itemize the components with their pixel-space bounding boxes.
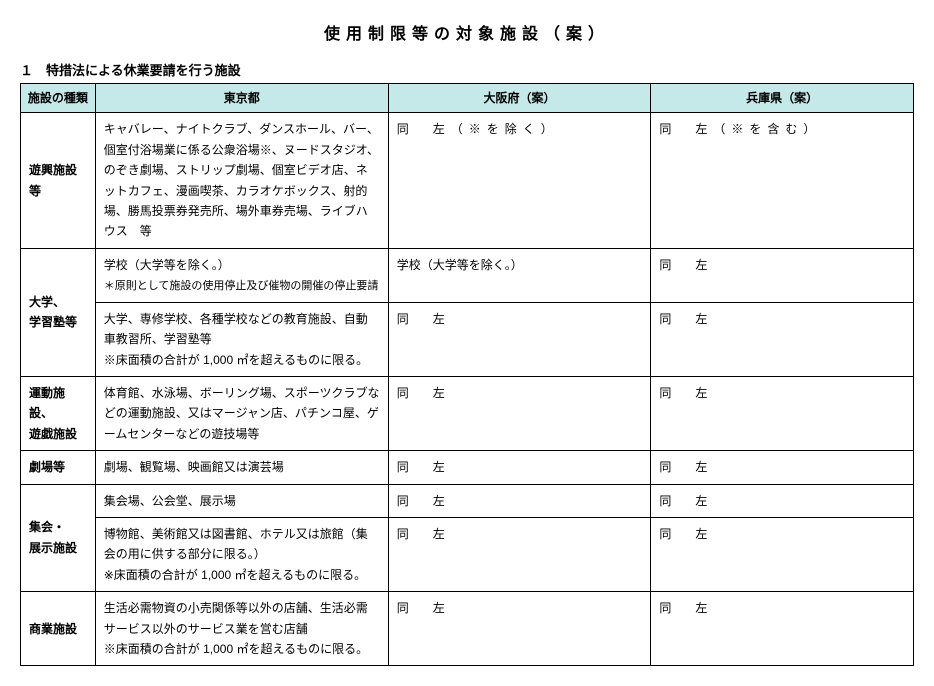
cell-note: ＊原則として施設の使用停止及び催物の開催の停止要請: [104, 280, 379, 292]
row-type: 劇場等: [21, 451, 96, 484]
cell-tokyo: 生活必需物資の小売関係等以外の店舗、生活必需サービス以外のサービス業を営む店舗※…: [95, 592, 388, 666]
col-header-type: 施設の種類: [21, 84, 96, 113]
table-row: 運動施設、遊戯施設体育館、水泳場、ボーリング場、スポーツクラブなどの運動施設、又…: [21, 376, 914, 450]
row-type: 遊興施設等: [21, 113, 96, 248]
cell-hyogo: 同 左: [651, 376, 914, 450]
row-type: 大学、学習塾等: [21, 248, 96, 376]
table-row: 博物館、美術館又は図書館、ホテル又は旅館（集会の用に供する部分に限る。）※床面積…: [21, 517, 914, 591]
cell-hyogo: 同 左: [651, 302, 914, 376]
cell-tokyo: 大学、専修学校、各種学校などの教育施設、自動車教習所、学習塾等※床面積の合計が …: [95, 302, 388, 376]
cell-tokyo: 博物館、美術館又は図書館、ホテル又は旅館（集会の用に供する部分に限る。）※床面積…: [95, 517, 388, 591]
row-type: 運動施設、遊戯施設: [21, 376, 96, 450]
cell-tokyo: 体育館、水泳場、ボーリング場、スポーツクラブなどの運動施設、又はマージャン店、パ…: [95, 376, 388, 450]
cell-osaka: 同 左: [388, 376, 651, 450]
cell-hyogo: 同 左: [651, 517, 914, 591]
cell-osaka: 同 左: [388, 592, 651, 666]
table-header-row: 施設の種類 東京都 大阪府（案） 兵庫県（案）: [21, 84, 914, 113]
table-row: 遊興施設等キャバレー、ナイトクラブ、ダンスホール、バー、個室付浴場業に係る公衆浴…: [21, 113, 914, 248]
facility-table: 施設の種類 東京都 大阪府（案） 兵庫県（案） 遊興施設等キャバレー、ナイトクラ…: [20, 83, 914, 666]
cell-osaka: 同 左: [388, 484, 651, 517]
section-heading: １ 特措法による休業要請を行う施設: [20, 60, 914, 79]
table-row: 劇場等劇場、観覧場、映画館又は演芸場同 左同 左: [21, 451, 914, 484]
cell-osaka: 同 左: [388, 451, 651, 484]
row-type: 商業施設: [21, 592, 96, 666]
col-header-hyogo: 兵庫県（案）: [651, 84, 914, 113]
table-row: 商業施設生活必需物資の小売関係等以外の店舗、生活必需サービス以外のサービス業を営…: [21, 592, 914, 666]
cell-osaka: 同 左: [388, 517, 651, 591]
cell-osaka: 同 左（※を除く）: [388, 113, 651, 248]
cell-hyogo: 同 左: [651, 592, 914, 666]
cell-tokyo: 劇場、観覧場、映画館又は演芸場: [95, 451, 388, 484]
table-row: 集会・展示施設集会場、公会堂、展示場同 左同 左: [21, 484, 914, 517]
table-row: 大学、学習塾等学校（大学等を除く。）＊原則として施設の使用停止及び催物の開催の停…: [21, 248, 914, 302]
cell-hyogo: 同 左: [651, 451, 914, 484]
page-title: 使用制限等の対象施設（案）: [20, 20, 914, 44]
col-header-tokyo: 東京都: [95, 84, 388, 113]
cell-osaka: 同 左: [388, 302, 651, 376]
table-row: 大学、専修学校、各種学校などの教育施設、自動車教習所、学習塾等※床面積の合計が …: [21, 302, 914, 376]
cell-hyogo: 同 左（※を含む）: [651, 113, 914, 248]
cell-tokyo: キャバレー、ナイトクラブ、ダンスホール、バー、個室付浴場業に係る公衆浴場※、ヌー…: [95, 113, 388, 248]
col-header-osaka: 大阪府（案）: [388, 84, 651, 113]
cell-hyogo: 同 左: [651, 484, 914, 517]
cell-tokyo: 集会場、公会堂、展示場: [95, 484, 388, 517]
cell-tokyo: 学校（大学等を除く。）＊原則として施設の使用停止及び催物の開催の停止要請: [95, 248, 388, 302]
cell-osaka: 学校（大学等を除く。）: [388, 248, 651, 302]
cell-hyogo: 同 左: [651, 248, 914, 302]
row-type: 集会・展示施設: [21, 484, 96, 592]
